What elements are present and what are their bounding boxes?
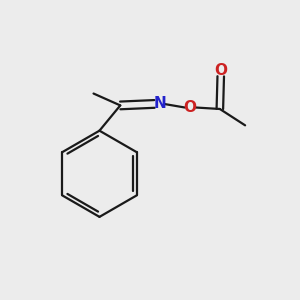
Text: O: O (184, 100, 196, 115)
Text: N: N (153, 96, 166, 111)
Text: O: O (214, 63, 227, 78)
